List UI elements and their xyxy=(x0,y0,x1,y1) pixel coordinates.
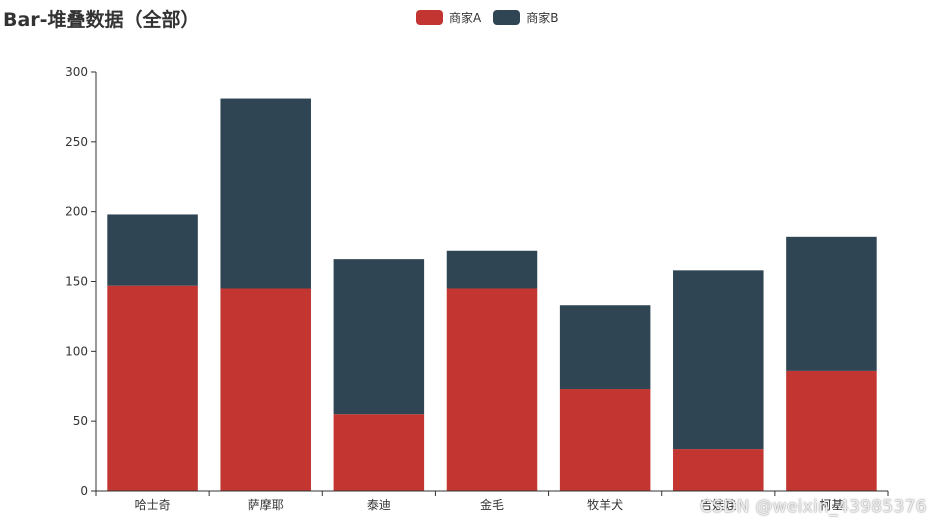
chart-legend: 商家A 商家B xyxy=(416,9,558,26)
bar-series-a-6 xyxy=(786,370,877,491)
bar-series-a-1 xyxy=(220,288,311,491)
watermark: CSDN @weixin_43985376 xyxy=(700,497,927,517)
bar-series-b-2 xyxy=(333,259,425,415)
axes-layer: 0 50 100 150 200 250 300 哈士奇 萨摩耶 泰迪 金毛 牧羊犬 吉娃娃 柯基 xyxy=(65,65,889,512)
y-tick-label-4: 200 xyxy=(65,205,88,219)
bars-layer xyxy=(107,98,877,491)
x-tick-label-3: 金毛 xyxy=(480,497,504,512)
legend-swatch-series-b xyxy=(493,10,521,25)
bar-series-b-1 xyxy=(220,98,311,289)
y-tick-label-1: 50 xyxy=(73,414,88,428)
legend-item-series-b[interactable]: 商家B xyxy=(493,9,558,26)
y-tick-label-6: 300 xyxy=(65,65,88,79)
legend-swatch-series-a xyxy=(416,10,443,25)
bar-series-a-0 xyxy=(107,285,198,491)
x-tick-label-2: 泰迪 xyxy=(367,498,391,512)
y-tick-label-2: 100 xyxy=(65,344,88,358)
bar-series-b-6 xyxy=(786,236,877,371)
bar-series-a-3 xyxy=(446,288,538,491)
x-tick-label-5: 吉娃娃 xyxy=(700,498,736,512)
legend-item-series-a[interactable]: 商家A xyxy=(416,9,481,26)
bar-series-b-3 xyxy=(446,250,538,289)
bar-series-b-5 xyxy=(673,270,764,450)
bar-series-a-2 xyxy=(333,414,425,491)
bar-series-b-0 xyxy=(107,214,198,286)
x-tick-label-4: 牧羊犬 xyxy=(587,497,623,512)
x-tick-label-0: 哈士奇 xyxy=(135,498,171,512)
bar-series-b-4 xyxy=(559,305,651,390)
bar-series-a-4 xyxy=(559,389,651,491)
chart-title: Bar-堆叠数据（全部） xyxy=(3,9,200,31)
legend-label-series-a: 商家A xyxy=(449,11,482,25)
bar-series-a-5 xyxy=(673,449,764,491)
x-tick-label-1: 萨摩耶 xyxy=(248,497,284,512)
y-tick-label-3: 150 xyxy=(65,275,88,289)
x-tick-label-6: 柯基 xyxy=(819,498,843,512)
y-tick-label-5: 250 xyxy=(65,135,88,149)
legend-label-series-b: 商家B xyxy=(526,11,559,25)
y-tick-label-0: 0 xyxy=(80,484,88,498)
